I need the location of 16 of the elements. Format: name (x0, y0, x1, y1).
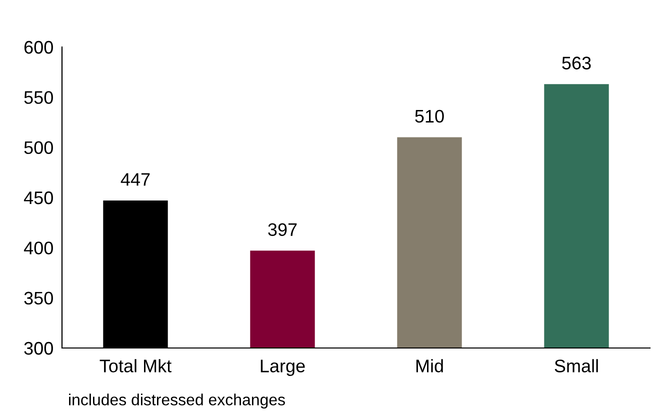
y-tick-label: 600 (24, 40, 53, 54)
x-tick-label: Total Mkt (100, 359, 172, 372)
data-label: 447 (120, 173, 150, 186)
text: includes distressed exchanges (69, 394, 285, 409)
y-tick-label: 500 (24, 141, 53, 154)
x-tick-label: Small (554, 359, 598, 372)
data-label: 563 (562, 56, 591, 70)
y-tick-label: 550 (24, 91, 53, 104)
y-tick-label: 300 (24, 342, 53, 355)
y-tick-label: 450 (24, 191, 53, 204)
x-tick-label: Large (260, 360, 305, 376)
data-label: 510 (415, 110, 444, 123)
y-tick-label: 350 (24, 292, 53, 305)
y-tick-label: 400 (24, 242, 53, 254)
x-tick-label: Mid (416, 359, 443, 372)
data-label: 397 (268, 223, 297, 236)
